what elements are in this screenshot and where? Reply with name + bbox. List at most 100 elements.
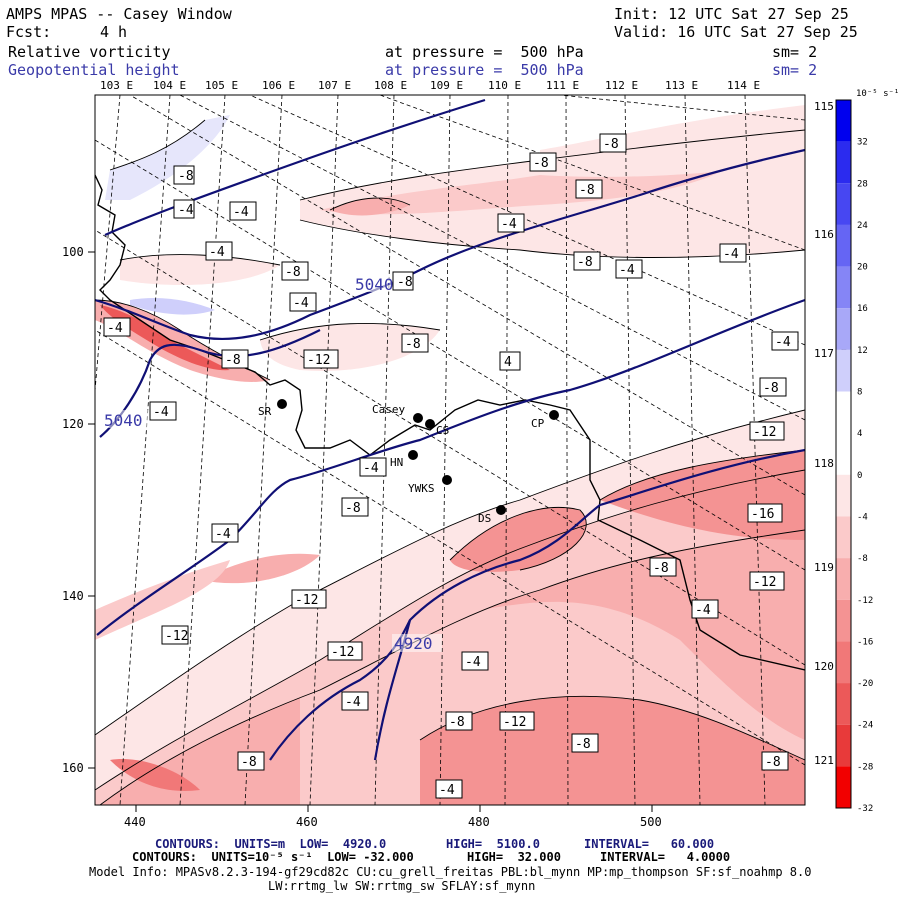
vort-label: -4: [107, 321, 123, 336]
vort-label: -8: [285, 265, 301, 280]
lon-label: 112 E: [605, 79, 638, 92]
vort-label: -8: [653, 561, 669, 576]
lon-label: 109 E: [430, 79, 463, 92]
model-info: Model Info: MPASv8.2.3-194-gf29cd82c CU:…: [89, 865, 812, 879]
colorbar-swatch: [836, 100, 851, 142]
vort-label: -4: [501, 217, 517, 232]
forecast-label: Fcst:: [6, 23, 52, 41]
vort-label: -4: [723, 247, 739, 262]
colorbar: 10⁻⁵ s⁻¹ 32 28 24 20 16 12 8 4 0 -4 -8 -12 -16 -20 -24…: [835, 89, 899, 814]
vort-label: -8: [345, 501, 361, 516]
station-marker: [549, 410, 559, 420]
colorbar-swatch: [836, 391, 851, 434]
colorbar-label: 12: [857, 346, 868, 356]
vort-label: -8: [241, 755, 257, 770]
shade-band: [95, 560, 230, 640]
shade-band: [130, 298, 215, 315]
map-title: AMPS MPAS -- Casey Window: [6, 5, 232, 23]
lon-label: 103 E: [100, 79, 133, 92]
colorbar-swatch: [836, 558, 851, 600]
shade-band: [110, 759, 200, 791]
vort-label: -4: [695, 603, 711, 618]
station-label: DS: [478, 512, 491, 525]
field2-smoothing: sm= 2: [772, 61, 818, 79]
lon-label: 108 E: [374, 79, 407, 92]
vort-label: -4: [178, 203, 194, 218]
station-label: HN: [390, 456, 403, 469]
vorticity-contours: [95, 119, 805, 805]
vort-label: -12: [331, 645, 354, 660]
colorbar-swatch: [836, 349, 851, 392]
station-label: CS: [436, 424, 449, 437]
vorticity-shading: [95, 105, 805, 805]
colorbar-swatch: [836, 599, 851, 642]
colorbar-swatch: [836, 183, 851, 225]
station-marker: [442, 475, 452, 485]
colorbar-swatch: [836, 433, 851, 475]
valid-time: Valid: 16 UTC Sat 27 Sep 25: [614, 23, 858, 41]
colorbar-swatch: [836, 141, 851, 184]
colorbar-unit: 10⁻⁵ s⁻¹: [856, 89, 899, 99]
vort-label: -4: [619, 263, 635, 278]
vort-label: -4: [153, 405, 169, 420]
colorbar-label: 24: [857, 221, 868, 231]
lon-label: 110 E: [488, 79, 521, 92]
height-contour: [99, 329, 321, 438]
vort-label: -4: [439, 783, 455, 798]
lon-label: 111 E: [546, 79, 579, 92]
y-tick-label: 100: [62, 245, 84, 259]
vort-label: -4: [345, 695, 361, 710]
colorbar-swatch: [836, 683, 851, 725]
x-axis: 440 460 480 500: [124, 805, 662, 829]
y-axis: 100 120 140 160: [62, 245, 95, 775]
colorbar-frame: [835, 99, 852, 809]
station-label: Casey: [372, 403, 405, 416]
height-label: 5040: [104, 411, 143, 430]
shade-band: [540, 105, 805, 177]
colorbar-swatch: [836, 474, 851, 517]
graticule-lines: [95, 95, 805, 805]
station-label: CP: [531, 417, 545, 430]
init-time: Init: 12 UTC Sat 27 Sep 25: [614, 5, 849, 23]
colorbar-swatch: [836, 266, 851, 309]
vorticity-contour-high: HIGH= 32.000: [467, 850, 561, 864]
model-info-2: LW:rrtmg_lw SW:rrtmg_sw SFLAY:sf_mynn: [268, 879, 536, 893]
shade-band: [100, 305, 230, 371]
vort-label: -8: [765, 755, 781, 770]
colorbar-swatch: [836, 766, 851, 808]
height-contour-high: HIGH= 5100.0: [446, 837, 540, 851]
vort-label: -4: [465, 655, 481, 670]
vort-label: -12: [503, 715, 526, 730]
vort-label: -4: [293, 296, 309, 311]
station-marker: [408, 450, 418, 460]
colorbar-label: -4: [857, 512, 868, 522]
vort-label: -8: [763, 381, 779, 396]
x-tick-label: 480: [468, 815, 490, 829]
y-tick-label: 120: [62, 417, 84, 431]
vort-label: -16: [751, 507, 774, 522]
vort-label: -4: [363, 461, 379, 476]
vort-label: -8: [397, 275, 413, 290]
colorbar-swatch: [836, 224, 851, 267]
coastline: [95, 174, 805, 671]
vorticity-labels: -8 -4 -4 -4 -8 -4 -4 -8 -12 -8 -4 -4 -8 …: [103, 133, 799, 799]
field1-smoothing: sm= 2: [772, 43, 818, 61]
plot-area: SR Casey CS HN YWKS CP DS 5040 5040 4920…: [95, 95, 805, 805]
colorbar-label: 28: [857, 179, 868, 189]
lon-label: 105 E: [205, 79, 238, 92]
colorbar-label: -28: [857, 762, 873, 772]
vort-label: 4: [504, 355, 512, 370]
field2-pressure: at pressure = 500 hPa: [385, 61, 584, 79]
colorbar-label: -24: [857, 721, 873, 731]
lon-label: 113 E: [665, 79, 698, 92]
colorbar-swatch: [836, 724, 851, 767]
vort-label: -8: [405, 337, 421, 352]
x-tick-label: 440: [124, 815, 146, 829]
plot-frame: [94, 94, 806, 806]
height-contour: [104, 98, 486, 237]
longitude-labels: 103 E 104 E 105 E 106 E 107 E 108 E 109 …: [100, 79, 760, 92]
shade-band: [450, 507, 587, 572]
height-contour-info: CONTOURS: UNITS=m LOW= 4920.0: [155, 837, 387, 851]
station-marker: [496, 505, 506, 515]
y-tick-label: 160: [62, 761, 84, 775]
